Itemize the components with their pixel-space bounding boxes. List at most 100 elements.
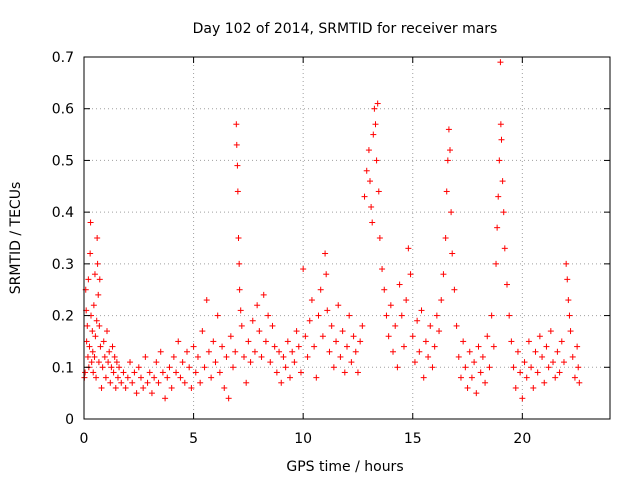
data-point xyxy=(131,369,138,376)
data-point xyxy=(203,297,210,304)
data-point xyxy=(508,338,515,345)
data-point xyxy=(297,369,304,376)
data-point xyxy=(118,379,125,386)
data-point xyxy=(379,266,386,273)
data-point xyxy=(235,235,242,241)
y-tick-label: 0.1 xyxy=(52,360,74,376)
data-point xyxy=(543,343,550,350)
data-point xyxy=(280,353,287,360)
data-point xyxy=(407,271,414,278)
data-point xyxy=(462,364,469,371)
data-point xyxy=(284,338,291,345)
data-point xyxy=(387,302,394,309)
data-point xyxy=(475,343,482,350)
data-point xyxy=(233,141,240,148)
data-point xyxy=(293,328,300,335)
data-point xyxy=(418,307,425,314)
data-point xyxy=(120,369,127,376)
data-point xyxy=(539,353,546,360)
data-point xyxy=(473,390,480,397)
data-point xyxy=(569,353,576,360)
data-point xyxy=(157,348,164,355)
data-point xyxy=(512,384,519,391)
data-point xyxy=(564,276,571,283)
data-point xyxy=(84,322,91,329)
data-point xyxy=(100,338,107,345)
data-point xyxy=(304,353,311,360)
data-point xyxy=(95,359,102,366)
data-point xyxy=(122,384,129,391)
data-point xyxy=(550,359,557,366)
data-point xyxy=(173,369,180,376)
data-point xyxy=(337,353,344,360)
data-point xyxy=(95,291,102,298)
data-point xyxy=(90,369,97,376)
data-point xyxy=(560,359,567,366)
data-point xyxy=(438,297,445,304)
data-point xyxy=(88,359,95,366)
data-point xyxy=(227,333,234,340)
plot-frame xyxy=(83,56,611,420)
data-point xyxy=(93,317,100,324)
data-point xyxy=(155,379,162,386)
data-point xyxy=(341,369,348,376)
data-point xyxy=(429,364,436,371)
y-tick-label: 0.7 xyxy=(52,50,74,66)
data-point xyxy=(112,384,119,391)
data-point xyxy=(374,100,381,107)
data-point xyxy=(576,379,583,386)
data-point xyxy=(247,359,254,366)
data-point xyxy=(501,245,508,252)
data-point xyxy=(302,333,309,340)
data-point xyxy=(237,307,244,314)
y-tick-label: 0.5 xyxy=(52,153,74,169)
data-point xyxy=(443,188,450,195)
data-point xyxy=(411,359,418,366)
data-point xyxy=(392,322,399,329)
data-point xyxy=(249,317,256,324)
data-point xyxy=(328,322,335,329)
data-point xyxy=(162,395,169,402)
data-point xyxy=(460,338,467,345)
data-point xyxy=(91,271,98,278)
data-point xyxy=(179,359,186,366)
data-point xyxy=(370,131,377,138)
data-point xyxy=(335,302,342,309)
data-point xyxy=(92,333,99,340)
data-point xyxy=(97,343,104,350)
data-point xyxy=(400,343,407,350)
data-point xyxy=(317,286,324,293)
data-point xyxy=(87,219,94,226)
data-point xyxy=(230,364,237,371)
x-tick-label: 15 xyxy=(404,431,422,447)
data-point xyxy=(84,353,91,360)
data-point xyxy=(319,333,326,340)
data-point xyxy=(376,235,383,241)
data-point xyxy=(233,121,240,128)
data-point xyxy=(177,374,184,381)
data-point xyxy=(105,359,112,366)
data-point xyxy=(530,384,537,391)
data-point xyxy=(135,364,142,371)
data-point xyxy=(545,364,552,371)
data-point xyxy=(273,369,280,376)
x-tick-label: 0 xyxy=(80,431,89,447)
data-point xyxy=(563,260,570,267)
data-point xyxy=(547,328,554,335)
data-point xyxy=(440,271,447,278)
data-point xyxy=(486,364,493,371)
y-tick-label: 0.2 xyxy=(52,309,74,325)
data-point xyxy=(532,348,539,355)
data-point xyxy=(127,359,134,366)
data-point xyxy=(523,374,530,381)
data-point xyxy=(495,193,502,200)
data-point xyxy=(451,286,458,293)
data-point xyxy=(107,379,114,386)
data-point xyxy=(466,348,473,355)
data-point xyxy=(300,266,307,273)
data-point xyxy=(267,359,274,366)
data-point xyxy=(166,364,173,371)
data-point xyxy=(96,322,103,329)
